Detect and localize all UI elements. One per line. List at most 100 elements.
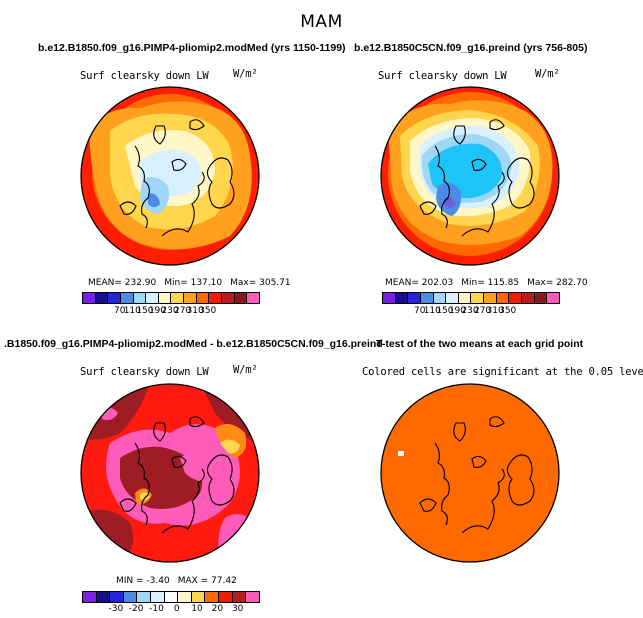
panel-1-field bbox=[81, 87, 259, 265]
panel-2-title: b.e12.B1850C5CN.f09_g16.preind (yrs 756-… bbox=[354, 42, 588, 54]
colorbar-swatch bbox=[446, 293, 459, 303]
panel-3-min: MIN = -3.40 bbox=[116, 576, 170, 586]
colorbar-tick-label: 110 bbox=[423, 306, 441, 316]
colorbar-swatch bbox=[522, 293, 535, 303]
colorbar-tick-label: 30 bbox=[231, 604, 244, 614]
colorbar-swatch bbox=[395, 293, 409, 303]
colorbar-swatch bbox=[133, 293, 147, 303]
colorbar-swatch bbox=[191, 592, 206, 602]
panel-1-mean: MEAN= 232.90 bbox=[88, 278, 157, 288]
panel-1-map bbox=[80, 86, 260, 266]
colorbar-tick-label: 10 bbox=[191, 604, 203, 614]
panel-2-colorbar-ticks: 70 110 150 190 230 270 310 350 bbox=[382, 306, 558, 318]
colorbar-swatch bbox=[184, 293, 197, 303]
colorbar-swatch bbox=[534, 293, 548, 303]
colorbar-swatch bbox=[547, 293, 559, 303]
panel-3-title: .B1850.f09_g16.PIMP4-pliomip2.modMed - b… bbox=[4, 338, 383, 350]
colorbar-swatch bbox=[247, 293, 259, 303]
panel-1-colorbar-ticks: 70 110 150 190 230 270 310 350 bbox=[82, 306, 258, 318]
colorbar-tick-label: 20 bbox=[211, 604, 224, 614]
colorbar-tick-label: 310 bbox=[486, 306, 504, 316]
colorbar-swatch bbox=[246, 592, 259, 602]
colorbar-swatch bbox=[232, 592, 247, 602]
panel-3-colorbar-ticks: -30 -20 -10 0 10 20 30 bbox=[82, 604, 258, 616]
panel-1-coastlines bbox=[119, 119, 235, 237]
panel-1-colorbar bbox=[82, 292, 260, 304]
panel-4-map bbox=[380, 383, 560, 563]
colorbar-swatch bbox=[158, 293, 172, 303]
panel-2-coastlines bbox=[419, 119, 535, 237]
colorbar-swatch bbox=[408, 293, 421, 303]
colorbar-swatch bbox=[123, 592, 138, 602]
panel-2-mean: MEAN= 202.03 bbox=[385, 278, 454, 288]
panel-2-max: Max= 282.70 bbox=[527, 278, 588, 288]
colorbar-swatch bbox=[234, 293, 248, 303]
panel-2-stats: MEAN= 202.03 Min= 115.85 Max= 282.70 bbox=[385, 278, 596, 288]
panel-1-min: Min= 137.10 bbox=[164, 278, 223, 288]
colorbar-swatch bbox=[108, 293, 121, 303]
colorbar-swatch bbox=[383, 293, 396, 303]
panel-2-colorbar bbox=[382, 292, 560, 304]
colorbar-tick-label: 270 bbox=[473, 306, 492, 316]
colorbar-swatch bbox=[137, 592, 152, 602]
colorbar-swatch bbox=[420, 293, 434, 303]
panel-3-variable: Surf clearsky down LW bbox=[80, 366, 209, 378]
colorbar-swatch bbox=[151, 592, 165, 602]
colorbar-swatch bbox=[222, 293, 235, 303]
colorbar-tick-label: 230 bbox=[461, 306, 479, 316]
colorbar-tick-label: 70 bbox=[113, 306, 126, 316]
panel-3-coastlines bbox=[119, 416, 235, 534]
colorbar-tick-label: -30 bbox=[108, 604, 124, 614]
colorbar-swatch bbox=[95, 293, 109, 303]
colorbar-tick-label: 190 bbox=[148, 306, 167, 316]
colorbar-swatch bbox=[219, 592, 233, 602]
panel-3-units: W/m² bbox=[233, 364, 258, 376]
colorbar-swatch bbox=[458, 293, 472, 303]
colorbar-swatch bbox=[83, 592, 97, 602]
colorbar-swatch bbox=[209, 293, 223, 303]
colorbar-swatch bbox=[146, 293, 159, 303]
colorbar-tick-label: 350 bbox=[499, 306, 517, 316]
panel-1-title: b.e12.B1850.f09_g16.PIMP4-pliomip2.modMe… bbox=[38, 42, 346, 54]
colorbar-swatch bbox=[120, 293, 134, 303]
panel-1-stats: MEAN= 232.90 Min= 137.10 Max= 305.71 bbox=[88, 278, 299, 288]
panel-3-max: MAX = 77.42 bbox=[177, 576, 237, 586]
colorbar-swatch bbox=[110, 592, 124, 602]
panel-4-field bbox=[381, 384, 559, 562]
figure-title: MAM bbox=[300, 12, 343, 32]
colorbar-swatch bbox=[83, 293, 96, 303]
colorbar-tick-label: -10 bbox=[149, 604, 164, 614]
colorbar-tick-label: -20 bbox=[128, 604, 144, 614]
colorbar-tick-label: 150 bbox=[436, 306, 454, 316]
panel-4-coastlines bbox=[419, 416, 535, 534]
panel-3-stats: MIN = -3.40 MAX = 77.42 bbox=[116, 576, 245, 586]
colorbar-swatch bbox=[509, 293, 523, 303]
panel-2-field bbox=[381, 87, 559, 265]
panel-1-variable: Surf clearsky down LW bbox=[80, 70, 209, 82]
colorbar-swatch bbox=[171, 293, 185, 303]
colorbar-tick-label: 190 bbox=[448, 306, 467, 316]
colorbar-tick-label: 310 bbox=[186, 306, 204, 316]
colorbar-swatch bbox=[433, 293, 447, 303]
colorbar-swatch bbox=[178, 592, 192, 602]
colorbar-swatch bbox=[496, 293, 510, 303]
colorbar-swatch bbox=[205, 592, 220, 602]
panel-3-map bbox=[80, 383, 260, 563]
panel-3-field bbox=[81, 384, 259, 562]
colorbar-swatch bbox=[96, 592, 111, 602]
panel-3-colorbar bbox=[82, 591, 260, 603]
colorbar-tick-label: 0 bbox=[173, 604, 180, 614]
panel-2-map bbox=[380, 86, 560, 266]
panel-2-min: Min= 115.85 bbox=[461, 278, 520, 288]
colorbar-tick-label: 110 bbox=[123, 306, 141, 316]
colorbar-swatch bbox=[484, 293, 497, 303]
colorbar-swatch bbox=[471, 293, 485, 303]
colorbar-swatch bbox=[164, 592, 179, 602]
colorbar-tick-label: 270 bbox=[173, 306, 192, 316]
colorbar-tick-label: 70 bbox=[413, 306, 426, 316]
panel-4-title: T-test of the two means at each grid poi… bbox=[376, 338, 584, 350]
colorbar-tick-label: 350 bbox=[199, 306, 217, 316]
colorbar-tick-label: 230 bbox=[161, 306, 179, 316]
colorbar-swatch bbox=[196, 293, 210, 303]
panel-4-subtitle: Colored cells are significant at the 0.0… bbox=[362, 366, 643, 378]
